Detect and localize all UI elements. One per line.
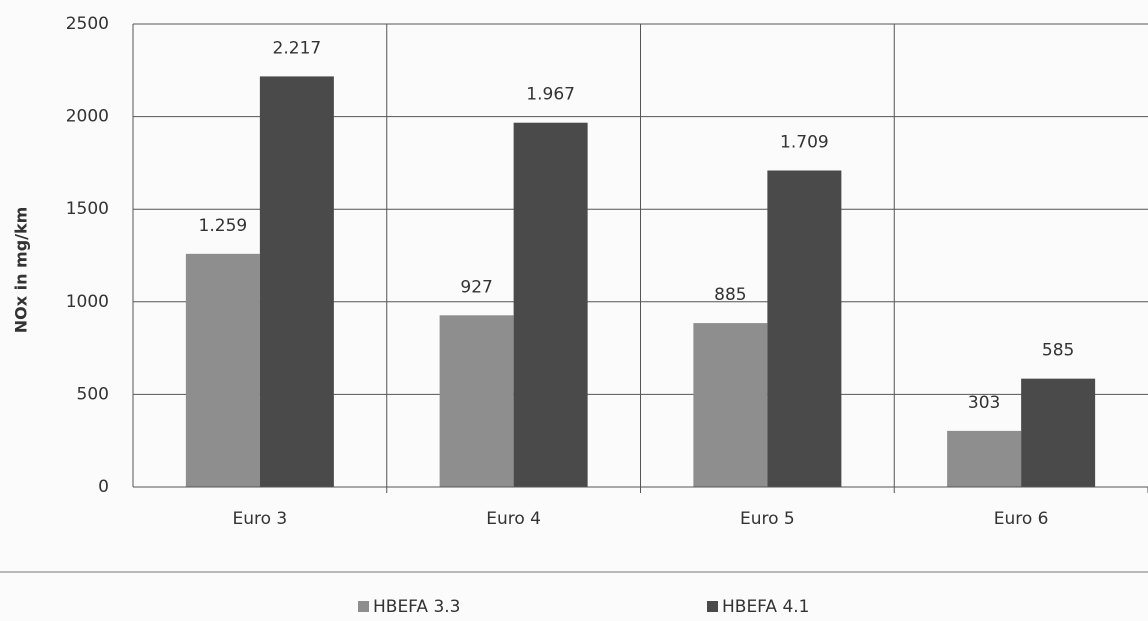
value-label: 1.709	[780, 132, 829, 152]
x-tick-label: Euro 4	[486, 509, 541, 529]
x-tick-label: Euro 5	[740, 509, 795, 529]
bar	[259, 76, 334, 488]
value-label: 303	[968, 393, 1000, 413]
y-tick-label: 1500	[66, 199, 109, 219]
x-tick-label: Euro 6	[994, 509, 1049, 529]
legend-label: HBEFA 4.1	[722, 597, 809, 617]
legend-swatch	[358, 601, 369, 612]
bar	[513, 122, 588, 487]
bar	[767, 170, 842, 487]
y-tick-label: 2500	[66, 14, 109, 34]
value-label: 1.259	[199, 216, 248, 236]
y-tick-label: 500	[77, 384, 109, 404]
bar	[185, 253, 260, 487]
y-axis-label: NOx in mg/km	[12, 207, 31, 334]
y-tick-label: 2000	[66, 107, 109, 127]
value-label: 927	[460, 277, 492, 297]
legend-swatch	[707, 601, 718, 612]
bar	[947, 430, 1022, 487]
bar	[1021, 378, 1096, 487]
value-label: 585	[1042, 341, 1074, 361]
y-tick-label: 0	[98, 477, 109, 497]
y-tick-label: 1000	[66, 292, 109, 312]
x-tick-label: Euro 3	[232, 509, 287, 529]
value-label: 885	[714, 285, 746, 305]
bar	[693, 323, 768, 487]
value-label: 1.967	[526, 85, 575, 105]
bar	[439, 315, 514, 487]
legend-label: HBEFA 3.3	[373, 597, 460, 617]
value-label: 2.217	[273, 38, 322, 58]
